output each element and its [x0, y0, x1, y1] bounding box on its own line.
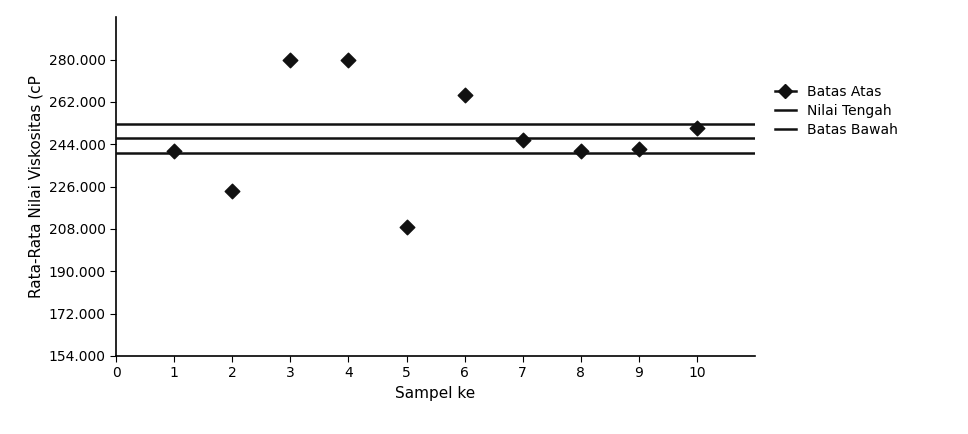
- Point: [631, 145, 647, 152]
- Point: [457, 92, 472, 99]
- Point: [515, 136, 530, 143]
- Point: [399, 223, 414, 230]
- Y-axis label: Rata-Rata Nilai Viskositas (cP: Rata-Rata Nilai Viskositas (cP: [28, 75, 43, 298]
- Point: [341, 56, 356, 63]
- X-axis label: Sampel ke: Sampel ke: [396, 386, 475, 401]
- Point: [225, 188, 240, 195]
- Legend: Batas Atas, Nilai Tengah, Batas Bawah: Batas Atas, Nilai Tengah, Batas Bawah: [774, 85, 897, 137]
- Point: [283, 56, 298, 63]
- Point: [689, 125, 705, 132]
- Point: [166, 148, 182, 155]
- Point: [573, 148, 589, 155]
